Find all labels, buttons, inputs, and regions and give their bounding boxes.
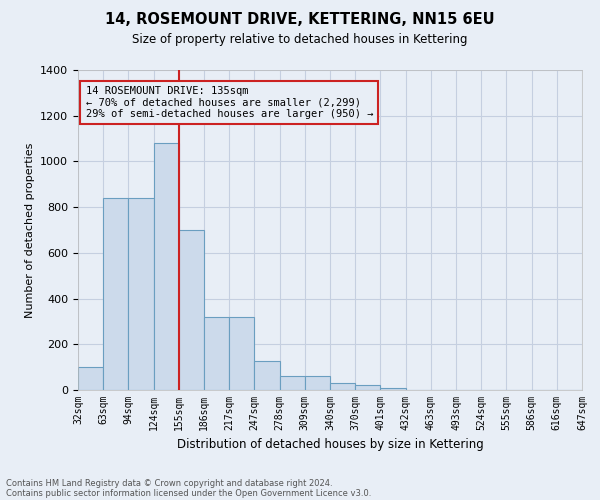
Bar: [254, 362, 280, 390]
Bar: [355, 386, 380, 390]
Text: Contains HM Land Registry data © Crown copyright and database right 2024.: Contains HM Land Registry data © Crown c…: [6, 478, 332, 488]
Text: 14, ROSEMOUNT DRIVE, KETTERING, NN15 6EU: 14, ROSEMOUNT DRIVE, KETTERING, NN15 6EU: [105, 12, 495, 28]
Bar: [103, 198, 128, 390]
Text: Contains public sector information licensed under the Open Government Licence v3: Contains public sector information licen…: [6, 488, 371, 498]
Bar: [380, 388, 406, 390]
Bar: [229, 317, 254, 390]
Bar: [154, 143, 179, 390]
Bar: [128, 198, 154, 390]
X-axis label: Distribution of detached houses by size in Kettering: Distribution of detached houses by size …: [176, 438, 484, 452]
Bar: [280, 376, 305, 390]
Bar: [179, 230, 204, 390]
Y-axis label: Number of detached properties: Number of detached properties: [25, 142, 35, 318]
Bar: [78, 367, 103, 390]
Text: Size of property relative to detached houses in Kettering: Size of property relative to detached ho…: [132, 34, 468, 46]
Bar: [330, 383, 355, 390]
Bar: [204, 317, 229, 390]
Bar: [305, 376, 330, 390]
Text: 14 ROSEMOUNT DRIVE: 135sqm
← 70% of detached houses are smaller (2,299)
29% of s: 14 ROSEMOUNT DRIVE: 135sqm ← 70% of deta…: [86, 86, 373, 119]
